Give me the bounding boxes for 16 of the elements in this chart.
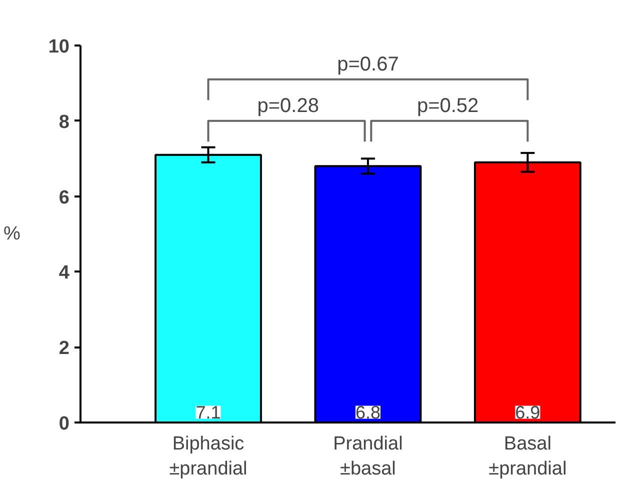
- x-tick-label: Basal ±prandial: [488, 434, 567, 480]
- y-tick-label: 10: [48, 36, 70, 58]
- y-tick-label: 8: [58, 112, 70, 133]
- y-axis-title: %: [3, 224, 20, 244]
- annotation: p=0.52: [416, 95, 479, 118]
- annotation: p=0.67: [337, 54, 399, 76]
- data-label: 6.9: [515, 402, 540, 423]
- y-tick-label: 6: [58, 187, 70, 208]
- data-label: 6.8: [355, 402, 380, 423]
- y-tick-label: 4: [58, 262, 70, 284]
- x-tick-label: Prandial ±basal: [333, 434, 403, 480]
- annotation: p=0.28: [257, 95, 319, 118]
- y-tick-label: 0: [58, 414, 70, 434]
- x-tick-label: Biphasic ±prandial: [169, 434, 248, 480]
- y-tick-label: 2: [58, 338, 70, 360]
- data-label: 7.1: [196, 402, 221, 423]
